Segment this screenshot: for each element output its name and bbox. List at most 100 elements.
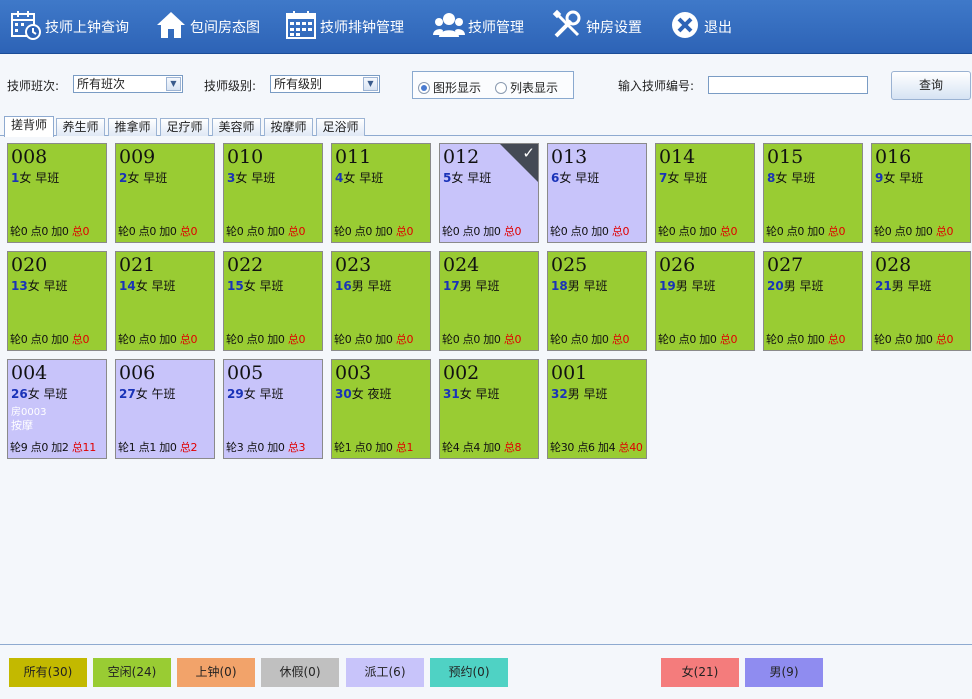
stat-jia-label: 加 [597, 441, 609, 454]
stat-lun: 0 [344, 333, 352, 346]
stat-lun-label: 轮 [442, 225, 453, 238]
tech-card[interactable]: 008 1女 早班 轮0 点0 加0 总0 [7, 143, 107, 243]
legend-dispatched-button[interactable]: 派工(6) [346, 658, 424, 687]
stat-jia: 2 [61, 441, 69, 454]
toolbar-item-room-status[interactable]: 包间房态图 [145, 0, 275, 54]
tech-card[interactable]: 005 29女 早班 轮3 点0 加0 总3 [223, 359, 323, 459]
toolbar-item-schedule-management[interactable]: 技师排钟管理 [275, 0, 423, 54]
tech-card[interactable]: 022 15女 早班 轮0 点0 加0 总0 [223, 251, 323, 351]
tech-gender: 女 [883, 171, 896, 185]
stat-lun: 0 [668, 225, 676, 238]
tech-card[interactable]: 020 13女 早班 轮0 点0 加0 总0 [7, 251, 107, 351]
stat-dian-label: 点 [678, 333, 690, 346]
stat-dian: 0 [257, 225, 265, 238]
tech-card[interactable]: 016 9女 早班 轮0 点0 加0 总0 [871, 143, 971, 243]
tech-shift: 早班 [907, 279, 932, 293]
stat-jia-label: 加 [159, 333, 170, 346]
shift-label: 技师班次: [7, 79, 60, 93]
stat-total-label: 总 [287, 441, 299, 454]
stat-jia: 0 [385, 333, 393, 346]
stat-lun-label: 轮 [550, 225, 561, 238]
toolbar-item-tech-clock-query[interactable]: 技师上钟查询 [0, 0, 145, 54]
stat-total-label: 总 [287, 225, 299, 238]
legend-on-clock-button[interactable]: 上钟(0) [177, 658, 255, 687]
legend-male-button[interactable]: 男(9) [745, 658, 823, 687]
tab-foot-bath[interactable]: 足浴师 [316, 118, 365, 136]
stat-lun-label: 轮 [658, 333, 669, 346]
tech-gender: 男 [783, 279, 796, 293]
legend-leave-button[interactable]: 休假(0) [261, 658, 339, 687]
tech-card[interactable]: 012 5女 早班 轮0 点0 加0 总0 ✓ [439, 143, 539, 243]
legend-female-button[interactable]: 女(21) [661, 658, 739, 687]
tech-card[interactable]: 023 16男 早班 轮0 点0 加0 总0 [331, 251, 431, 351]
stat-jia: 0 [493, 333, 501, 346]
legend-idle-button[interactable]: 空闲(24) [93, 658, 171, 687]
tech-no-input[interactable] [708, 76, 868, 94]
stat-jia-label: 加 [375, 441, 386, 454]
stat-jia: 0 [817, 333, 825, 346]
tech-seq: 14 [119, 279, 136, 293]
tech-card[interactable]: 025 18男 早班 轮0 点0 加0 总0 [547, 251, 647, 351]
tech-seq: 8 [767, 171, 776, 185]
toolbar-item-tech-management[interactable]: 技师管理 [423, 0, 541, 54]
tech-shift: 早班 [43, 387, 68, 401]
stat-jia-label: 加 [159, 225, 170, 238]
stat-total-label: 总 [827, 333, 839, 346]
tech-gender: 女 [351, 387, 364, 401]
tech-card[interactable]: 010 3女 早班 轮0 点0 加0 总0 [223, 143, 323, 243]
view-list-radio[interactable]: 列表显示 [495, 79, 558, 96]
stat-dian: 0 [905, 333, 913, 346]
legend-reserved-button[interactable]: 预约(0) [430, 658, 508, 687]
tech-card[interactable]: 027 20男 早班 轮0 点0 加0 总0 [763, 251, 863, 351]
stat-lun-label: 轮 [658, 225, 669, 238]
tech-card[interactable]: 006 27女 午班 轮1 点1 加0 总2 [115, 359, 215, 459]
stat-dian-label: 点 [462, 441, 474, 454]
tech-card[interactable]: 026 19男 早班 轮0 点0 加0 总0 [655, 251, 755, 351]
tech-card[interactable]: 009 2女 早班 轮0 点0 加0 总0 [115, 143, 215, 243]
tech-card[interactable]: 028 21男 早班 轮0 点0 加0 总0 [871, 251, 971, 351]
tech-card[interactable]: 013 6女 早班 轮0 点0 加0 总0 [547, 143, 647, 243]
stat-jia: 0 [277, 225, 285, 238]
stat-jia: 0 [385, 225, 393, 238]
tech-card[interactable]: 001 32男 早班 轮30 点6 加4 总40 [547, 359, 647, 459]
tab-wellness[interactable]: 养生师 [56, 118, 105, 136]
tech-card[interactable]: 003 30女 夜班 轮1 点0 加0 总1 [331, 359, 431, 459]
tab-scrub[interactable]: 搓背师 [4, 116, 54, 137]
tech-shift: 早班 [35, 171, 60, 185]
toolbar-item-exit[interactable]: 退出 [659, 0, 749, 54]
stat-lun-label: 轮 [550, 441, 561, 454]
tab-beauty[interactable]: 美容师 [212, 118, 261, 136]
tech-code: 024 [443, 254, 480, 276]
tech-card[interactable]: 014 7女 早班 轮0 点0 加0 总0 [655, 143, 755, 243]
tech-card[interactable]: 015 8女 早班 轮0 点0 加0 总0 [763, 143, 863, 243]
stat-lun: 0 [884, 333, 892, 346]
stat-total-label: 总 [179, 441, 191, 454]
stat-lun-label: 轮 [550, 333, 561, 346]
tech-gender: 男 [675, 279, 688, 293]
tech-stats: 轮0 点0 加0 总0 [874, 331, 954, 347]
tech-card[interactable]: 021 14女 早班 轮0 点0 加0 总0 [115, 251, 215, 351]
tech-gender: 女 [243, 279, 256, 293]
stat-lun-label: 轮 [226, 225, 237, 238]
tech-card[interactable]: 004 26女 早班 房0003 按摩 轮9 点0 加2 总11 [7, 359, 107, 459]
level-select-value: 所有级别 [274, 77, 323, 91]
stat-total: 0 [82, 225, 90, 238]
view-graphic-radio[interactable]: 图形显示 [418, 79, 481, 96]
stat-lun-label: 轮 [118, 333, 129, 346]
tab-massage[interactable]: 按摩师 [264, 118, 313, 136]
legend-all-button[interactable]: 所有(30) [9, 658, 87, 687]
tech-gender: 女 [559, 171, 572, 185]
chevron-down-icon: ▼ [363, 77, 378, 91]
level-select[interactable]: 所有级别 ▼ [270, 75, 380, 93]
toolbar-item-clock-room-settings[interactable]: 钟房设置 [541, 0, 659, 54]
tech-card[interactable]: 011 4女 早班 轮0 点0 加0 总0 [331, 143, 431, 243]
tech-card[interactable]: 002 31女 早班 轮4 点4 加0 总8 [439, 359, 539, 459]
stat-jia-label: 加 [591, 225, 602, 238]
tab-foot-therapy[interactable]: 足疗师 [160, 118, 209, 136]
stat-dian: 0 [149, 225, 157, 238]
query-button[interactable]: 查询 [891, 71, 971, 100]
tab-tuina[interactable]: 推拿师 [108, 118, 157, 136]
tech-card[interactable]: 024 17男 早班 轮0 点0 加0 总0 [439, 251, 539, 351]
shift-select[interactable]: 所有班次 ▼ [73, 75, 183, 93]
stat-lun-label: 轮 [226, 333, 237, 346]
